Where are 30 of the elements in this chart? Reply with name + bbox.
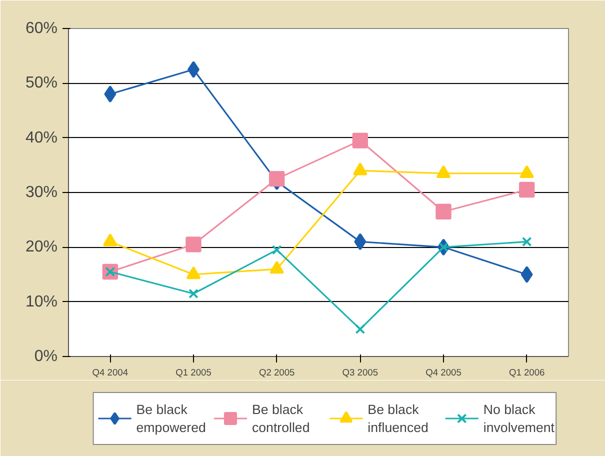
x-tick-label: Q1 2005 <box>176 368 212 378</box>
legend-label: No black involvement <box>483 402 555 435</box>
y-tick-label: 60% <box>25 20 58 37</box>
point <box>188 288 198 299</box>
y-tick-label: 30% <box>25 184 58 201</box>
legend-label: Be black influenced <box>368 402 428 435</box>
point <box>436 204 452 220</box>
point <box>104 86 116 103</box>
point <box>522 236 532 247</box>
y-tick-label: 10% <box>25 293 58 310</box>
y-tick-label: 20% <box>25 238 58 256</box>
x-tick-label: Q3 2005 <box>342 368 378 378</box>
legend-label: Be black empowered <box>136 402 206 435</box>
y-tick-label: 40% <box>25 129 58 146</box>
y-tick-label: 50% <box>25 74 58 92</box>
x-tick-label: Q2 2005 <box>258 368 295 378</box>
x-tick-label: Q4 2004 <box>92 368 128 378</box>
point <box>355 324 366 334</box>
legend-label: Be black controlled <box>252 402 310 435</box>
point <box>186 236 202 252</box>
x-tick-label: Q1 2006 <box>508 368 545 378</box>
x-tick-label: Q4 2005 <box>426 368 462 378</box>
point <box>188 61 200 78</box>
point <box>272 244 282 255</box>
y-tick-label: 0% <box>34 348 58 365</box>
point <box>268 170 285 187</box>
point <box>354 233 366 250</box>
point <box>518 182 535 198</box>
point <box>520 266 533 283</box>
point <box>352 132 368 148</box>
